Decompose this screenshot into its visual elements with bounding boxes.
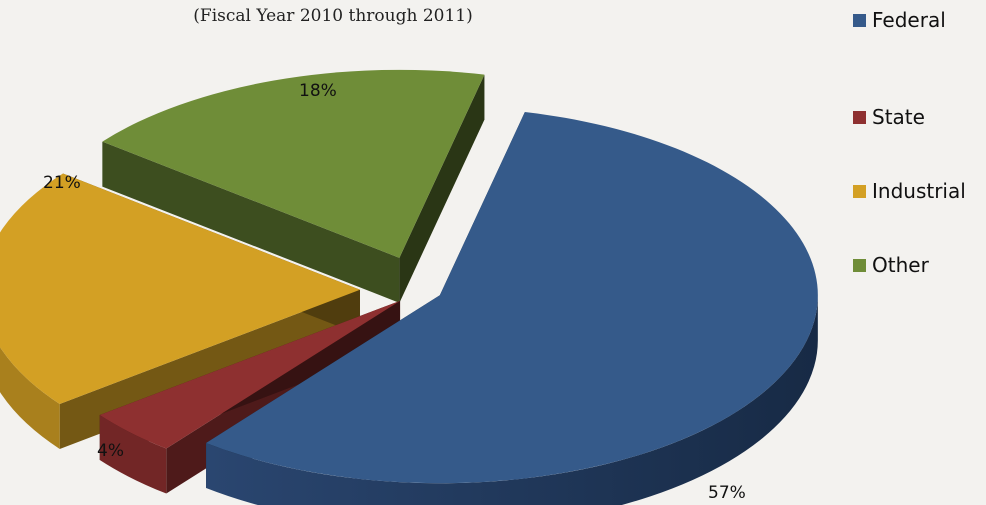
data-label-federal: 57% bbox=[708, 483, 746, 503]
data-label-industrial: 21% bbox=[43, 173, 81, 193]
chart-legend: Federal State Industrial Other bbox=[853, 6, 966, 302]
pie-side-other-start bbox=[102, 141, 400, 303]
data-label-other: 18% bbox=[299, 81, 337, 101]
pie-top-industrial bbox=[0, 173, 361, 404]
legend-item-industrial: Industrial bbox=[853, 154, 966, 228]
pie-rim-federal bbox=[206, 295, 818, 505]
pie-top-federal bbox=[206, 112, 818, 484]
data-label-state: 4% bbox=[97, 441, 124, 461]
legend-swatch-industrial bbox=[853, 184, 866, 198]
chart-subtitle: (Fiscal Year 2010 through 2011) bbox=[193, 6, 473, 26]
legend-swatch-other bbox=[853, 258, 866, 272]
pie-slice-federal bbox=[206, 112, 818, 505]
legend-swatch-federal bbox=[853, 13, 866, 27]
legend-label-industrial: Industrial bbox=[872, 179, 966, 203]
legend-item-state: State bbox=[853, 80, 966, 154]
pie-rim-industrial bbox=[0, 346, 60, 449]
pie-side-other-end bbox=[399, 74, 485, 303]
legend-item-other: Other bbox=[853, 228, 966, 302]
legend-swatch-state bbox=[853, 110, 866, 124]
legend-label-federal: Federal bbox=[872, 8, 946, 32]
pie-rim-state bbox=[99, 414, 167, 494]
legend-label-other: Other bbox=[872, 253, 929, 277]
pie-slice-other bbox=[102, 69, 485, 303]
legend-item-federal: Federal bbox=[853, 6, 966, 34]
legend-label-state: State bbox=[872, 105, 925, 129]
pie-top-other bbox=[102, 69, 485, 258]
pie-top-state bbox=[99, 300, 401, 449]
